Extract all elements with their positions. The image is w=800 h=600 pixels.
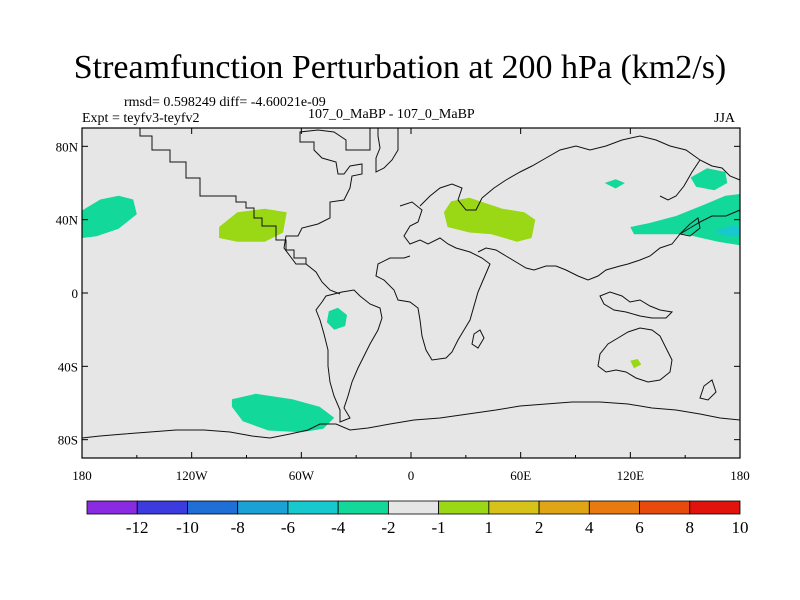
stats-label: rmsd= 0.598249 diff= -4.60021e-09 bbox=[124, 95, 326, 110]
colorbar-label: -8 bbox=[231, 518, 245, 537]
colorbar-label: 6 bbox=[635, 518, 644, 537]
x-tick-label: 180 bbox=[730, 468, 750, 483]
x-tick-label: 60W bbox=[289, 468, 315, 483]
coastlines bbox=[81, 127, 741, 439]
coastline-new-zealand bbox=[699, 379, 717, 401]
y-axis: 80N 40N 0 40S 80S bbox=[56, 139, 740, 448]
coastline-madagascar bbox=[471, 329, 485, 349]
colorbar-label: 1 bbox=[485, 518, 494, 537]
colorbar-label: -10 bbox=[176, 518, 199, 537]
coastline-europe-africa bbox=[375, 201, 491, 361]
coastline-north-america bbox=[139, 127, 371, 265]
y-tick-label: 80S bbox=[58, 433, 78, 448]
coastline-kamchatka bbox=[659, 159, 701, 201]
colorbar-swatch bbox=[639, 500, 691, 515]
coastline-greenland bbox=[375, 127, 399, 173]
y-tick-label: 80N bbox=[56, 139, 79, 154]
coastline-south-america bbox=[315, 289, 383, 423]
anomaly-regions bbox=[82, 168, 740, 433]
colorbar-swatch bbox=[488, 500, 540, 515]
coastline-central-america bbox=[305, 263, 341, 295]
anomaly-region-atlantic-west bbox=[219, 208, 287, 242]
anomaly-region-eurasia bbox=[443, 197, 536, 242]
experiment-label: Expt = teyfv3-teyfv2 bbox=[82, 111, 200, 126]
colorbar-label: -1 bbox=[432, 518, 446, 537]
colorbar-label: -6 bbox=[281, 518, 295, 537]
anomaly-region-n-pacific-core bbox=[714, 225, 740, 237]
anomaly-region-n-pacific-west bbox=[630, 194, 740, 246]
colorbar-swatch bbox=[237, 500, 289, 515]
colorbar-swatch bbox=[538, 500, 590, 515]
colorbar-swatch bbox=[287, 500, 339, 515]
x-tick-label: 60E bbox=[510, 468, 531, 483]
coastline-scandinavia bbox=[419, 183, 483, 211]
colorbar-swatch bbox=[588, 500, 640, 515]
anomaly-region-alaska-gulf bbox=[690, 168, 728, 191]
colorbar-swatch bbox=[387, 500, 440, 515]
plot-background bbox=[82, 128, 740, 458]
colorbar-swatch bbox=[136, 500, 188, 515]
x-tick-label: 120W bbox=[176, 468, 209, 483]
anomaly-region-southern-ocean bbox=[231, 393, 335, 433]
colorbar-label: 4 bbox=[585, 518, 594, 537]
coastline-australia bbox=[597, 327, 673, 383]
y-tick-label: 40N bbox=[56, 213, 79, 228]
colorbar-label: -12 bbox=[126, 518, 149, 537]
season-label: JJA bbox=[714, 111, 736, 126]
period-label: 107_0_MaBP - 107_0_MaBP bbox=[308, 107, 475, 122]
coastline-japan bbox=[678, 217, 701, 237]
y-tick-label: 40S bbox=[58, 359, 78, 374]
colorbar-swatch bbox=[187, 500, 239, 515]
colorbar-label: -2 bbox=[381, 518, 395, 537]
anomaly-region-south-america bbox=[326, 307, 347, 330]
coastline-east-asia bbox=[477, 209, 741, 281]
x-tick-label: 180 bbox=[72, 468, 92, 483]
colorbar-label: 8 bbox=[686, 518, 695, 537]
colorbar-swatch bbox=[337, 500, 389, 515]
colorbar-label: -4 bbox=[331, 518, 346, 537]
anomaly-region-n-pacific-east bbox=[82, 195, 137, 238]
anomaly-region-australia bbox=[630, 359, 642, 369]
x-tick-label: 0 bbox=[408, 468, 415, 483]
anomaly-region-siberia bbox=[604, 179, 625, 189]
colorbar: -12 -10 -8 -6 -4 -2 -1 1 2 4 6 8 10 bbox=[86, 500, 749, 537]
chart-title: Streamfunction Perturbation at 200 hPa (… bbox=[73, 49, 727, 86]
coastline-indonesia bbox=[599, 291, 674, 319]
colorbar-label: 2 bbox=[535, 518, 544, 537]
y-tick-label: 0 bbox=[72, 286, 79, 301]
colorbar-label: 10 bbox=[732, 518, 749, 537]
x-axis: 180 120W 60W 0 60E 120E 180 bbox=[72, 128, 750, 483]
coastline-antarctica bbox=[81, 401, 741, 439]
colorbar-swatch bbox=[86, 500, 138, 515]
colorbar-swatch bbox=[438, 500, 490, 515]
x-tick-label: 120E bbox=[617, 468, 645, 483]
coastline-asia bbox=[481, 135, 741, 199]
colorbar-swatch bbox=[689, 500, 741, 515]
